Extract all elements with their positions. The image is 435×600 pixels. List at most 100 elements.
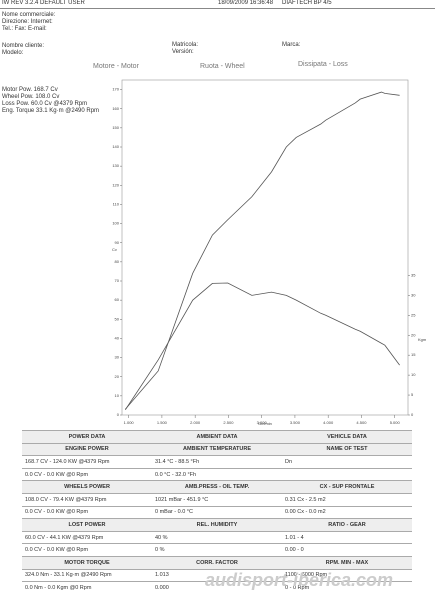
- y-tick-label: 110: [113, 201, 120, 206]
- y-tick-label: 120: [112, 182, 119, 187]
- table-cell: 0 - 0 Rpm: [282, 581, 412, 594]
- y2-tick-label: 15: [411, 352, 416, 357]
- field: Marca:: [282, 42, 301, 48]
- y-tick-label: 60: [115, 297, 120, 302]
- field: Versión:: [172, 49, 194, 55]
- table-row: 324.0 Nm - 33.1 Kg·m @2490 Rpm 1.013 1100 …: [22, 568, 412, 582]
- table-cell: 1.013: [152, 568, 282, 582]
- field: Direzione: Internet:: [2, 19, 53, 25]
- table-cell: 0.0 CV - 0.0 KW @0 Rpm: [22, 467, 152, 481]
- field: Nombre cliente:: [2, 43, 45, 49]
- y-tick-label: 40: [115, 335, 120, 340]
- x-tick-label: 4.000: [323, 420, 334, 425]
- x-tick-label: 1.000: [124, 420, 135, 425]
- table-cell: 0.00 - 0: [282, 543, 412, 557]
- y-tick-label: 50: [115, 316, 120, 321]
- table-cell: 0.0 Nm - 0.0 Kgm @0 Rpm: [22, 581, 152, 594]
- table-cell: CORR. FACTOR: [152, 555, 282, 570]
- table-cell: AMBIENT DATA: [152, 430, 282, 444]
- y2-axis-label: Kgm: [418, 337, 427, 342]
- line-series: [125, 91, 400, 410]
- table-cell: CX - SUP FRONTALE: [282, 480, 412, 494]
- table-cell: [282, 467, 412, 481]
- table-cell: 324.0 Nm - 33.1 Kg·m @2490 Rpm: [22, 568, 152, 582]
- table-cell: POWER DATA: [22, 430, 152, 444]
- y-tick-label: 80: [115, 259, 120, 264]
- table-cell: 1.01 - 4: [282, 530, 412, 544]
- x-tick-label: 3.500: [290, 420, 301, 425]
- y-tick-label: 20: [115, 374, 120, 379]
- table-cell: 40 %: [152, 530, 282, 544]
- table-cell: 108.0 CV - 79.4 KW @4379 Rpm: [22, 492, 152, 507]
- y-tick-label: 140: [112, 144, 119, 149]
- legend-item: Dissipata - Loss: [298, 61, 348, 68]
- y-tick-label: 130: [112, 163, 119, 168]
- watermark: audisport-iberica.com: [205, 570, 394, 590]
- x-tick-label: 3.000: [257, 420, 268, 425]
- table-cell: 0 %: [152, 543, 282, 557]
- y-tick-label: 100: [112, 221, 119, 226]
- chart: Giri/min Cv Kgm 1.000 1.500 2.000 2.500 3.00…: [112, 79, 427, 426]
- table-cell: 0.0 CV - 0.0 KW @0 Rpm: [22, 543, 152, 557]
- table-cell: RPM. MIN - MAX: [282, 555, 412, 570]
- table-cell: 31.4 °C - 88.5 °Fh: [152, 455, 282, 469]
- header-title: IW REV 3.2.4 DEFAULT USER: [2, 0, 85, 6]
- header-device: DIAFTECH BP 4/5: [282, 0, 332, 6]
- table-row: MOTOR TORQUE CORR. FACTOR RPM. MIN - MAX: [22, 555, 412, 570]
- table-cell: 0.0 CV - 0.0 KW @0 Rpm: [22, 505, 152, 519]
- x-tick-label: 4.500: [356, 420, 367, 425]
- table-row: 0.0 CV - 0.0 KW @0 Rpm 0 mBar - 0.0 °C 0.0…: [22, 505, 412, 519]
- table-cell: 168.7 CV - 124.0 KW @4379 Rpm: [22, 455, 152, 469]
- x-axis-label: Giri/min: [258, 421, 272, 426]
- table-cell: AMB.PRESS - OIL TEMP.: [152, 480, 282, 494]
- summary: Motor Pow. 168.7 Cv: [2, 87, 58, 93]
- table-cell: 60.0 CV - 44.1 KW @4379 Rpm: [22, 530, 152, 544]
- table-row: 0.0 CV - 0.0 KW @0 Rpm 0 % 0.00 - 0: [22, 543, 412, 557]
- field: Tel.: Fax: E-mail:: [2, 26, 47, 32]
- table-row: 168.7 CV - 124.0 KW @4379 Rpm 31.4 °C - 8…: [22, 455, 412, 469]
- legend-item: Motore - Motor: [93, 63, 139, 70]
- table-row: 108.0 CV - 79.4 KW @4379 Rpm 1021 mBar - …: [22, 492, 412, 507]
- x-tick-label: 2.000: [190, 420, 201, 425]
- summary: Wheel Pow. 108.0 Cv: [2, 94, 60, 100]
- plot-frame: [121, 79, 409, 416]
- summary: Loss Pow. 60.0 Cv @4379 Rpm: [2, 101, 88, 107]
- y-tick-label: 30: [115, 355, 120, 360]
- table-cell: 0.0 °C - 32.0 °Fh: [152, 467, 282, 481]
- x-tick-label: 5.000: [390, 420, 401, 425]
- field: Modelo:: [2, 50, 24, 56]
- y-tick-label: 160: [112, 106, 119, 111]
- table-cell: 1021 mBar - 451.9 °C: [152, 492, 282, 507]
- table-cell: ENGINE POWER: [22, 442, 152, 456]
- table-cell: AMBIENT TEMPERATURE: [152, 442, 282, 456]
- x-tick-label: 1.500: [157, 420, 168, 425]
- table-row: 60.0 CV - 44.1 KW @4379 Rpm 40 % 1.01 - 4: [22, 530, 412, 544]
- y2-tick-label: 35: [411, 272, 416, 277]
- y-axis-label: Cv: [112, 247, 117, 252]
- table-cell: WHEELS POWER: [22, 480, 152, 494]
- y2-tick-label: 20: [411, 332, 416, 337]
- header-date: 18/09/2009 16:36:48: [218, 0, 274, 6]
- table-cell: 0.00 Cx - 0.0 m2: [282, 505, 412, 519]
- y2-tick-label: 10: [411, 372, 416, 377]
- y-tick-label: 90: [115, 240, 120, 245]
- table-row: ENGINE POWER AMBIENT TEMPERATURE NAME OF T…: [22, 442, 412, 456]
- table-cell: VEHICLE DATA: [282, 430, 412, 444]
- y2-tick-label: 25: [411, 312, 416, 317]
- y2-tick-label: 0: [411, 412, 414, 417]
- table-row: 0.0 CV - 0.0 KW @0 Rpm 0.0 °C - 32.0 °Fh: [22, 467, 412, 481]
- table-cell: LOST POWER: [22, 518, 152, 532]
- table-cell: 1100 - 6000 Rpm: [282, 568, 412, 582]
- legend-item: Ruota - Wheel: [200, 63, 245, 70]
- x-tick-label: 2.500: [223, 420, 234, 425]
- y-tick-label: 0: [117, 412, 120, 417]
- table-cell: REL. HUMIDITY: [152, 518, 282, 532]
- table-row: POWER DATA AMBIENT DATA VEHICLE DATA: [22, 430, 412, 444]
- table-cell: RATIO - GEAR: [282, 518, 412, 532]
- y-tick-label: 150: [112, 125, 119, 130]
- y2-tick-label: 30: [411, 292, 416, 297]
- table-cell: NAME OF TEST: [282, 442, 412, 456]
- data-table: POWER DATA AMBIENT DATA VEHICLE DATA ENGINE…: [22, 430, 412, 594]
- line-series: [124, 282, 400, 411]
